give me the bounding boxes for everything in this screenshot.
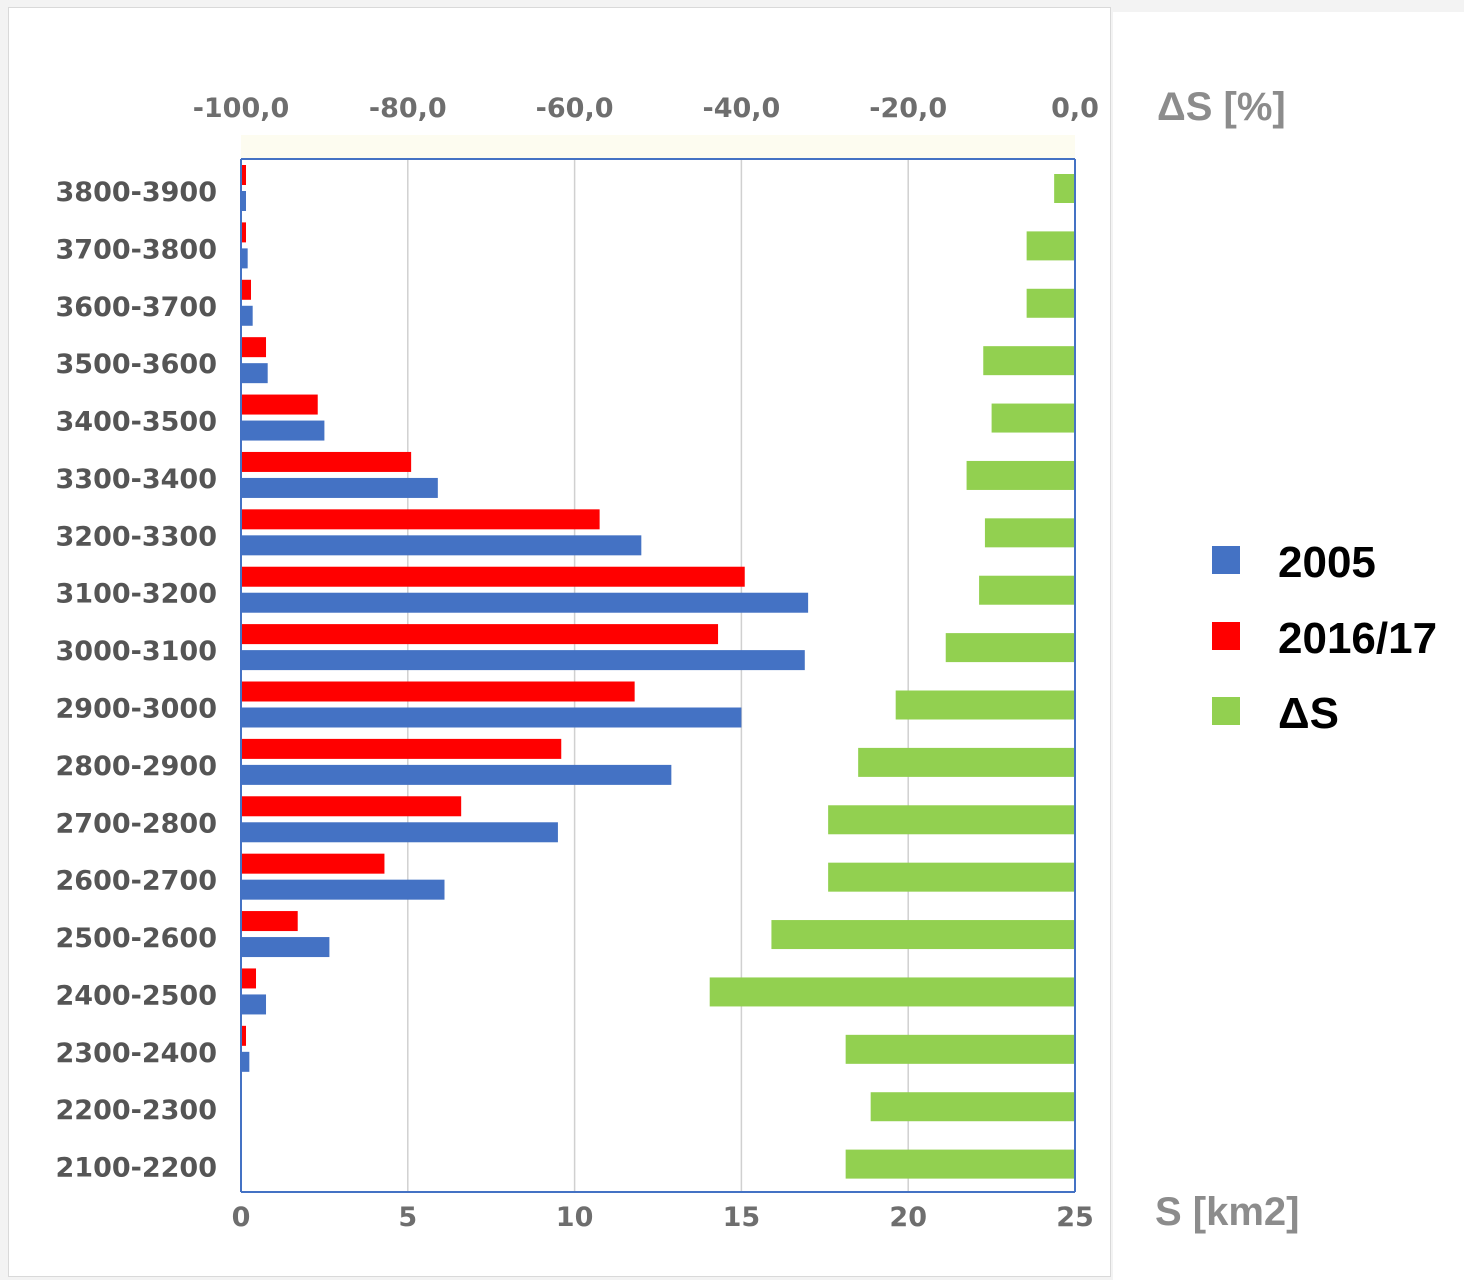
bar-2005: [241, 363, 268, 383]
bar-delta-s: [1054, 174, 1075, 203]
x-top-tick-label: 0,0: [1051, 93, 1099, 124]
bar-delta-s: [1027, 231, 1075, 260]
bar-delta-s: [979, 576, 1075, 605]
category-label: 3000-3100: [56, 636, 218, 667]
legend-label: 2016/17: [1278, 614, 1437, 663]
category-label: 3300-3400: [56, 464, 218, 495]
bar-2016-17: [241, 395, 318, 415]
bar-delta-s: [846, 1035, 1075, 1064]
x-bottom-axis-label: S [km2]: [1155, 1190, 1300, 1234]
bar-2005: [241, 708, 741, 728]
category-label: 3800-3900: [56, 177, 218, 208]
bar-2005: [241, 248, 248, 268]
category-label: 2600-2700: [56, 866, 218, 897]
bar-2016-17: [241, 796, 461, 816]
x-bottom-tick-label: 0: [232, 1202, 251, 1233]
category-label: 3100-3200: [56, 579, 218, 610]
bar-2005: [241, 593, 808, 613]
bar-2005: [241, 306, 253, 326]
bar-delta-s: [946, 633, 1075, 662]
category-label: 3600-3700: [56, 292, 218, 323]
bar-delta-s: [771, 920, 1075, 949]
x-bottom-tick-label: 10: [556, 1202, 594, 1233]
bar-2016-17: [241, 624, 718, 644]
bar-2016-17: [241, 739, 561, 759]
bar-2005: [241, 822, 558, 842]
bar-delta-s: [1027, 289, 1075, 318]
legend-label: ΔS: [1278, 689, 1339, 738]
x-top-tick-label: -20,0: [869, 93, 947, 124]
bar-delta-s: [846, 1150, 1075, 1179]
bar-delta-s: [896, 691, 1075, 720]
bar-2005: [241, 535, 641, 555]
bar-delta-s: [858, 748, 1075, 777]
bar-delta-s: [985, 518, 1075, 547]
bar-2016-17: [241, 911, 298, 931]
category-label: 3400-3500: [56, 407, 218, 438]
bar-delta-s: [871, 1092, 1075, 1121]
bar-delta-s: [710, 977, 1075, 1006]
plot-top-band: [241, 135, 1075, 159]
category-label: 2300-2400: [56, 1038, 218, 1069]
x-top-tick-label: -80,0: [369, 93, 447, 124]
legend-label: 2005: [1278, 538, 1376, 587]
bar-2016-17: [241, 682, 635, 702]
bar-delta-s: [828, 805, 1075, 834]
category-label: 2200-2300: [56, 1095, 218, 1126]
x-bottom-tick-label: 20: [889, 1202, 927, 1233]
bar-2005: [241, 994, 266, 1014]
category-label: 2700-2800: [56, 808, 218, 839]
bar-2016-17: [241, 854, 384, 874]
bar-2016-17: [241, 567, 745, 587]
bar-2016-17: [241, 452, 411, 472]
bar-2016-17: [241, 968, 256, 988]
x-top-axis-label: ΔS [%]: [1157, 85, 1286, 129]
category-label: 2400-2500: [56, 980, 218, 1011]
legend-swatch: [1212, 697, 1240, 725]
bar-2016-17: [241, 280, 251, 300]
bar-2005: [241, 880, 444, 900]
category-label: 2100-2200: [56, 1153, 218, 1184]
bar-2016-17: [241, 509, 600, 529]
x-bottom-tick-label: 25: [1056, 1202, 1094, 1233]
bar-2016-17: [241, 337, 266, 357]
bar-delta-s: [967, 461, 1075, 490]
bar-delta-s: [828, 863, 1075, 892]
x-top-tick-label: -40,0: [702, 93, 780, 124]
x-top-tick-label: -60,0: [536, 93, 614, 124]
bar-2005: [241, 937, 329, 957]
bar-delta-s: [983, 346, 1075, 375]
x-bottom-tick-label: 5: [398, 1202, 417, 1233]
x-top-tick-label: -100,0: [193, 93, 290, 124]
bar-2005: [241, 1052, 249, 1072]
legend-swatch: [1212, 546, 1240, 574]
bar-2005: [241, 421, 324, 441]
legend-swatch: [1212, 622, 1240, 650]
category-label: 2900-3000: [56, 694, 218, 725]
x-bottom-tick-label: 15: [723, 1202, 761, 1233]
bar-2005: [241, 765, 671, 785]
bar-2005: [241, 478, 438, 498]
category-label: 2800-2900: [56, 751, 218, 782]
bar-2005: [241, 650, 805, 670]
category-label: 3500-3600: [56, 349, 218, 380]
category-label: 2500-2600: [56, 923, 218, 954]
category-label: 3700-3800: [56, 234, 218, 265]
bar-delta-s: [992, 404, 1075, 433]
category-label: 3200-3300: [56, 521, 218, 552]
